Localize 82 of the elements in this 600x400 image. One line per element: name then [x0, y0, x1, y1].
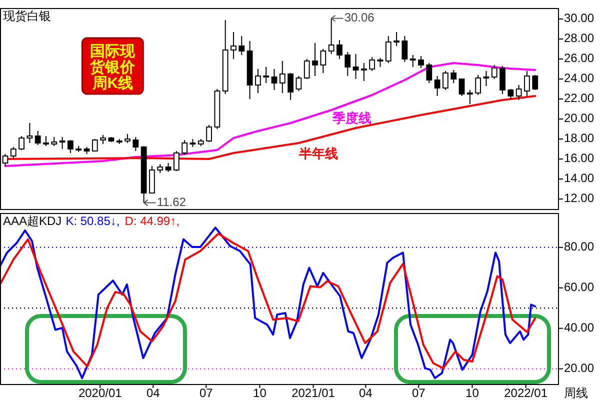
candlestick	[483, 70, 490, 86]
y-tick-label: 26.00	[564, 51, 594, 66]
candlestick	[18, 136, 24, 150]
y-tick-label: 80.00	[564, 240, 594, 254]
x-tick-label: 10	[466, 386, 480, 400]
legend-title: AAA超KDJ	[3, 214, 62, 228]
x-tick-label: 10	[253, 386, 267, 400]
candlestick	[450, 70, 457, 84]
candlestick	[516, 84, 522, 100]
candlestick	[59, 136, 66, 150]
y-tick-label: 22.00	[564, 91, 594, 106]
candlestick	[255, 68, 261, 94]
candlestick	[296, 76, 302, 92]
annotation: 11.62	[156, 194, 186, 209]
text: K: 50.85↓,	[66, 214, 120, 228]
text: 周线	[564, 386, 588, 400]
candlestick	[68, 140, 74, 154]
candlestick	[206, 124, 212, 142]
candlestick	[10, 146, 16, 158]
candlestick	[410, 54, 416, 68]
candlestick	[524, 70, 530, 96]
candlestick	[532, 74, 538, 90]
candlestick	[500, 66, 506, 94]
candlestick	[328, 18, 334, 54]
candlestick	[149, 166, 155, 194]
candlestick	[238, 36, 245, 56]
x-tick-label: 04	[359, 386, 373, 400]
candlestick	[288, 72, 294, 100]
candlestick	[434, 76, 440, 96]
y-tick-label: 40.00	[564, 320, 594, 335]
candlestick	[279, 60, 286, 94]
candlestick	[442, 70, 448, 90]
candlestick	[271, 68, 278, 90]
candlestick	[92, 138, 98, 152]
y-tick-label: 16.00	[564, 151, 594, 166]
series-label: 季度线	[332, 110, 372, 126]
annotation: 30.06	[344, 10, 375, 25]
x-tick-label: 07	[199, 386, 214, 400]
candlestick	[360, 62, 367, 82]
chart-title: 现货白银	[3, 9, 51, 24]
candlestick	[132, 136, 139, 152]
candlestick	[34, 130, 41, 146]
candlestick	[182, 140, 188, 156]
candlestick	[336, 40, 342, 60]
y-tick-label: 20.00	[564, 111, 594, 126]
text: D: 44.99↑,	[124, 214, 180, 228]
x-tick-label: 2021/01	[292, 386, 336, 400]
candlestick	[352, 54, 359, 80]
y-tick-label: 14.00	[564, 171, 594, 186]
candlestick	[344, 52, 351, 76]
x-tick-label: 07	[412, 386, 426, 400]
candlestick	[418, 56, 424, 68]
y-tick-label: 28.00	[564, 31, 594, 46]
candlestick	[466, 90, 473, 104]
candlestick	[508, 88, 514, 100]
candlestick	[26, 122, 33, 144]
candlestick	[426, 62, 432, 84]
candlestick	[263, 66, 270, 84]
candlestick	[312, 42, 318, 76]
candlestick	[394, 32, 400, 46]
y-tick-label: 30.00	[564, 11, 594, 26]
y-tick-label: 24.00	[564, 71, 594, 86]
candlestick	[475, 74, 482, 96]
annotation: 国际现货银价周K线	[89, 42, 136, 92]
candlestick	[491, 64, 498, 80]
candlestick	[43, 136, 49, 146]
candlestick	[173, 150, 180, 172]
candlestick	[304, 58, 310, 80]
x-tick-label: 04	[146, 386, 160, 400]
candlestick	[458, 78, 465, 96]
series-label: 半年线	[298, 146, 338, 161]
y-tick-label: 60.00	[564, 280, 594, 294]
x-tick-label: 2022/01	[504, 386, 548, 400]
x-tick-label: 2020/01	[78, 386, 122, 400]
candlestick	[230, 32, 236, 60]
y-tick-label: 20.00	[564, 360, 594, 375]
candlestick	[385, 36, 392, 64]
y-tick-label: 18.00	[564, 131, 594, 146]
candlestick	[320, 48, 326, 74]
candlestick	[369, 56, 376, 72]
candlestick	[402, 36, 408, 62]
y-tick-label: 12.00	[564, 191, 594, 206]
